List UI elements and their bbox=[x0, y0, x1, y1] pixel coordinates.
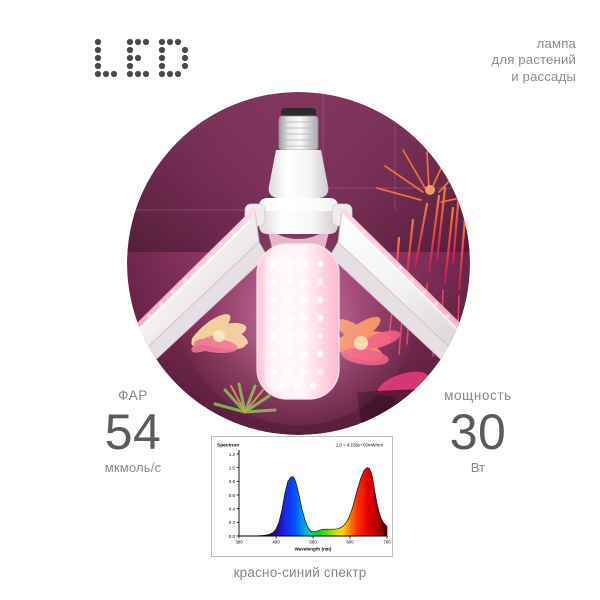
svg-text:300: 300 bbox=[235, 540, 243, 545]
svg-text:1.0 = 4.156e+03mW/nm: 1.0 = 4.156e+03mW/nm bbox=[336, 443, 383, 448]
svg-text:0.8: 0.8 bbox=[229, 479, 236, 484]
svg-text:0.6: 0.6 bbox=[229, 493, 236, 498]
svg-text:700: 700 bbox=[383, 540, 391, 545]
lamp-center-tube bbox=[256, 228, 340, 400]
stat-power-value: 30 bbox=[449, 404, 507, 460]
tagline: лампа для растений и рассады bbox=[492, 36, 577, 85]
lamp-e27-base bbox=[278, 108, 319, 151]
stat-par: ФАР 54 мкмоль/с bbox=[63, 388, 203, 475]
product-photo-artwork bbox=[127, 92, 470, 435]
tagline-line-1: лампа bbox=[536, 36, 576, 51]
stat-power-unit: Вт bbox=[470, 460, 486, 475]
svg-text:0.4: 0.4 bbox=[229, 506, 236, 511]
tagline-line-2: для растений bbox=[491, 52, 576, 68]
svg-text:Spectrum: Spectrum bbox=[217, 443, 239, 449]
spectrum-chart-svg: 0.0 0.2 0.4 0.6 0.8 1.0 1.2 300 400 500 600 700 Spec… bbox=[211, 436, 393, 557]
svg-text:Wavelength (nm): Wavelength (nm) bbox=[295, 547, 332, 552]
led-logo bbox=[92, 36, 202, 84]
svg-text:1.0: 1.0 bbox=[229, 465, 236, 470]
svg-text:400: 400 bbox=[272, 540, 280, 545]
svg-text:600: 600 bbox=[346, 540, 354, 545]
stat-par-value: 54 bbox=[104, 404, 162, 460]
led-logo-dots bbox=[94, 38, 189, 78]
svg-text:0.2: 0.2 bbox=[229, 520, 236, 525]
tagline-line-3: и рассады bbox=[511, 68, 576, 84]
stat-power-caption: мощность bbox=[444, 388, 512, 403]
stat-par-unit: мкмоль/с bbox=[104, 460, 162, 475]
svg-text:1.2: 1.2 bbox=[229, 452, 236, 457]
stat-power: мощность 30 Вт bbox=[408, 388, 548, 475]
svg-text:500: 500 bbox=[309, 540, 317, 545]
spectrum-chart: 0.0 0.2 0.4 0.6 0.8 1.0 1.2 300 400 500 600 700 Spec… bbox=[211, 436, 393, 557]
stat-par-caption: ФАР bbox=[118, 388, 148, 403]
spectrum-chart-caption: красно-синий спектр bbox=[233, 565, 367, 580]
svg-text:0.0: 0.0 bbox=[229, 534, 236, 539]
product-photo bbox=[127, 92, 470, 435]
